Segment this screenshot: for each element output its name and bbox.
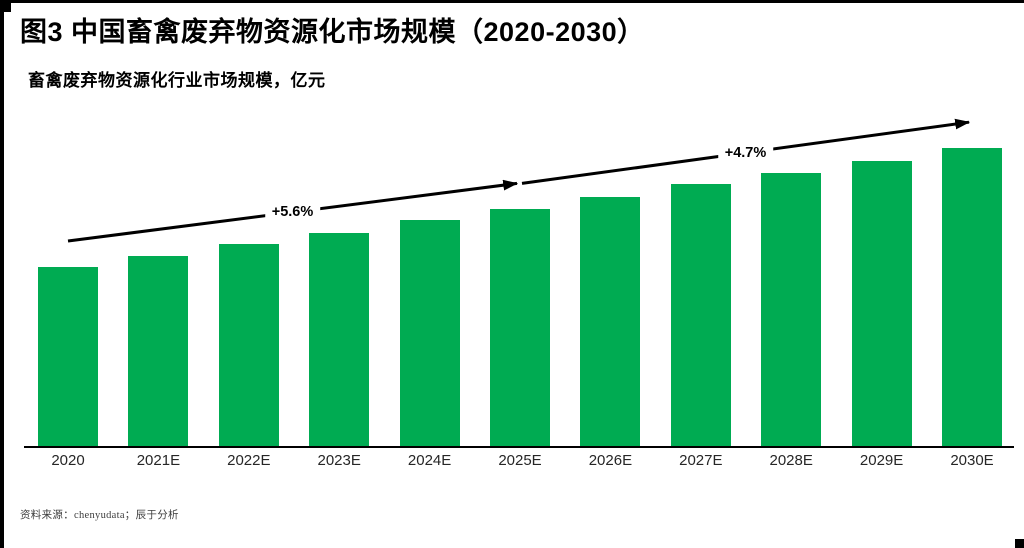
scan-edge-left-artifact [0, 0, 4, 548]
bar-2026E [580, 196, 641, 447]
x-axis-line [24, 446, 1014, 448]
growth-rate-label-+4.7%: +4.7% [717, 143, 774, 162]
x-tick-label-2021E: 2021E [136, 452, 181, 469]
x-tick-label-2026E: 2026E [588, 452, 633, 469]
bar-2024E [399, 220, 460, 447]
x-tick-label-2028E: 2028E [769, 452, 813, 469]
bar-2020 [38, 267, 98, 447]
growth-rate-label-+5.6%: +5.6% [264, 203, 321, 222]
x-tick-label-2027E: 2027E [679, 452, 723, 469]
bar-2022E [218, 243, 279, 447]
bar-2021E [128, 256, 189, 447]
x-tick-label-2030E: 2030E [950, 452, 994, 469]
bar-2025E [490, 209, 550, 447]
scan-corner-mark-artifact [1015, 539, 1024, 548]
x-tick-label-2025E: 2025E [498, 452, 542, 469]
scan-edge-notch-artifact [0, 3, 11, 12]
x-tick-label-2024E: 2024E [407, 452, 452, 469]
bar-2029E [851, 160, 912, 447]
bar-2027E [670, 184, 731, 447]
figure-title: 图3 中国畜禽废弃物资源化市场规模（2020-2030） [20, 17, 645, 47]
x-tick-label-2020: 2020 [51, 452, 85, 469]
bar-2023E [309, 232, 370, 447]
x-tick-label-2023E: 2023E [317, 452, 361, 469]
bar-2030E [942, 148, 1002, 447]
bar-2028E [761, 173, 822, 447]
x-tick-label-2022E: 2022E [227, 452, 271, 469]
source-note: 资料来源：chenyudata；辰于分析 [20, 510, 179, 521]
scan-edge-top-artifact [0, 0, 1024, 3]
x-tick-label-2029E: 2029E [859, 452, 904, 469]
chart-axis-caption: 畜禽废弃物资源化行业市场规模，亿元 [28, 71, 326, 90]
